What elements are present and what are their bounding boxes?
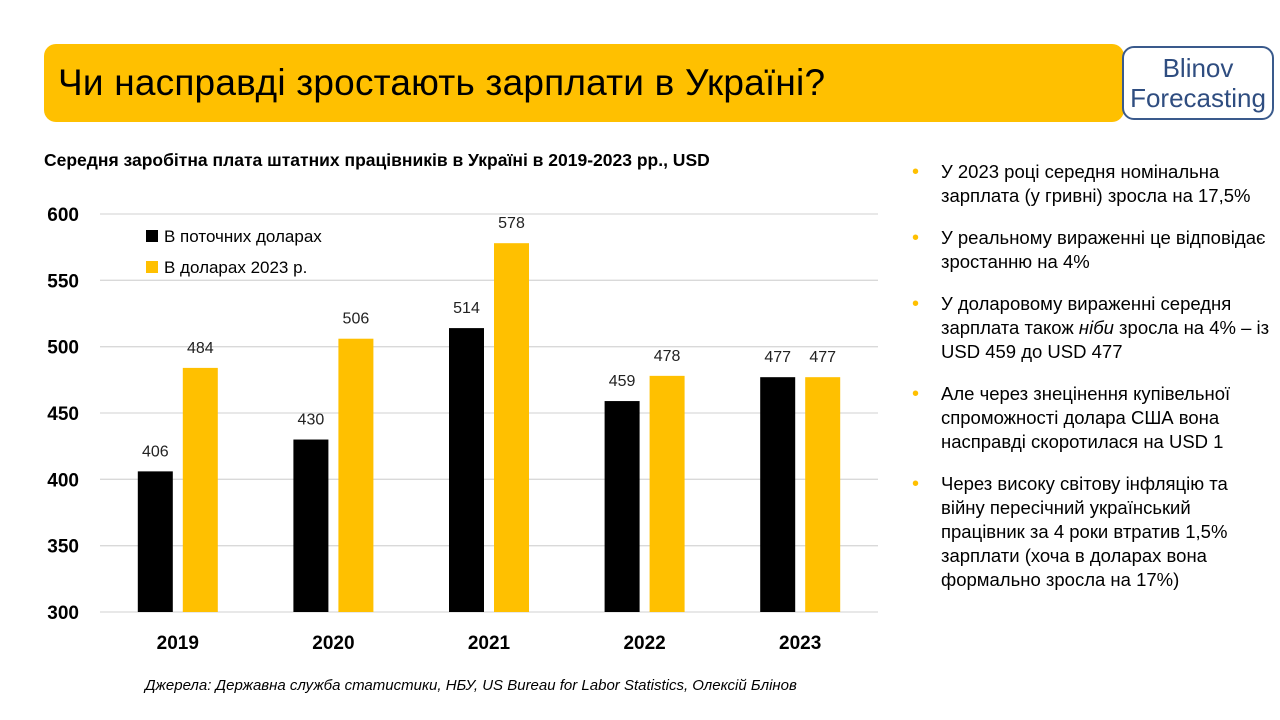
bullet-item: • У доларовому вираженні середня зарплата… [908, 292, 1270, 364]
y-tick-label: 400 [47, 470, 79, 491]
bar-2021-series-1 [449, 328, 484, 612]
x-tick-label: 2022 [623, 633, 665, 654]
bullet-dot-icon: • [912, 293, 920, 315]
bullet-dot-icon: • [912, 383, 920, 405]
y-tick-label: 300 [47, 603, 79, 624]
data-label: 578 [498, 215, 525, 232]
bullet-item: • Через високу світову інфляцію та війну … [908, 472, 1270, 592]
legend-swatch [146, 230, 158, 242]
legend-label: В доларах 2023 р. [164, 258, 307, 277]
y-tick-label: 600 [47, 205, 79, 226]
x-tick-label: 2023 [779, 633, 821, 654]
bullet-list: • У 2023 році середня номінальна зарплата… [908, 160, 1270, 610]
legend-swatch [146, 261, 158, 273]
y-tick-label: 550 [47, 271, 79, 292]
source-note: Джерела: Державна служба статистики, НБУ… [145, 677, 797, 694]
data-label: 406 [142, 443, 169, 460]
bullet-dot-icon: • [912, 473, 920, 495]
data-label: 514 [453, 300, 480, 317]
bar-2021-series-2 [494, 243, 529, 612]
logo-line-2: Forecasting [1130, 83, 1266, 113]
logo-line-1: Blinov [1162, 53, 1234, 83]
bullet-item: • У 2023 році середня номінальна зарплата… [908, 160, 1270, 208]
bullet-text: ніби [1078, 317, 1114, 338]
data-label: 459 [609, 373, 636, 390]
x-tick-label: 2020 [312, 633, 354, 654]
data-label: 506 [343, 311, 370, 328]
logo: Blinov Forecasting [1122, 46, 1274, 120]
page-title: Чи насправді зростають зарплати в Україн… [58, 62, 826, 103]
data-label: 478 [654, 348, 681, 365]
data-label: 477 [764, 349, 791, 366]
data-label: 484 [187, 340, 214, 357]
bar-2022-series-1 [604, 401, 640, 612]
y-tick-label: 350 [47, 537, 79, 558]
y-tick-label: 500 [47, 338, 79, 359]
y-tick-label: 450 [47, 404, 79, 425]
bullet-dot-icon: • [912, 227, 920, 249]
data-label: 477 [809, 349, 836, 366]
bullet-dot-icon: • [912, 161, 920, 183]
bar-2023-series-1 [760, 377, 796, 612]
bullet-text: Але через знецінення купівельної спромож… [941, 383, 1231, 452]
bullet-text: Через високу світову інфляцію та війну п… [941, 473, 1228, 590]
bullet-text: зросла на 4% – із USD 459 до USD 477 [941, 317, 1270, 362]
bar-2019-series-2 [182, 367, 218, 612]
data-label: 430 [298, 412, 325, 429]
bullet-item: • Але через знецінення купівельної спромо… [908, 382, 1270, 454]
x-tick-label: 2019 [157, 633, 199, 654]
bar-2019-series-1 [137, 471, 173, 612]
bullet-text: У доларовому вираженні середня зарплата … [941, 293, 1232, 338]
bar-2022-series-2 [649, 375, 685, 612]
bar-2023-series-2 [805, 377, 841, 612]
legend-label: В поточних доларах [164, 227, 322, 246]
bar-2020-series-2 [338, 338, 374, 612]
bar-2020-series-1 [293, 439, 329, 612]
bullet-item: • У реальному вираженні це відповідає зро… [908, 226, 1270, 274]
bar-chart: 300 350 400 450 500 550 600 406 484 2019 430 506 202… [47, 205, 878, 654]
chart-title: Середня заробітна плата штатних працівни… [44, 150, 710, 170]
bullet-text: У реальному вираженні це відповідає зрос… [941, 227, 1266, 272]
title-banner: Чи насправді зростають зарплати в Україн… [44, 44, 1124, 122]
x-tick-label: 2021 [468, 633, 511, 654]
bullet-text: У 2023 році середня номінальна зарплата … [941, 161, 1251, 206]
